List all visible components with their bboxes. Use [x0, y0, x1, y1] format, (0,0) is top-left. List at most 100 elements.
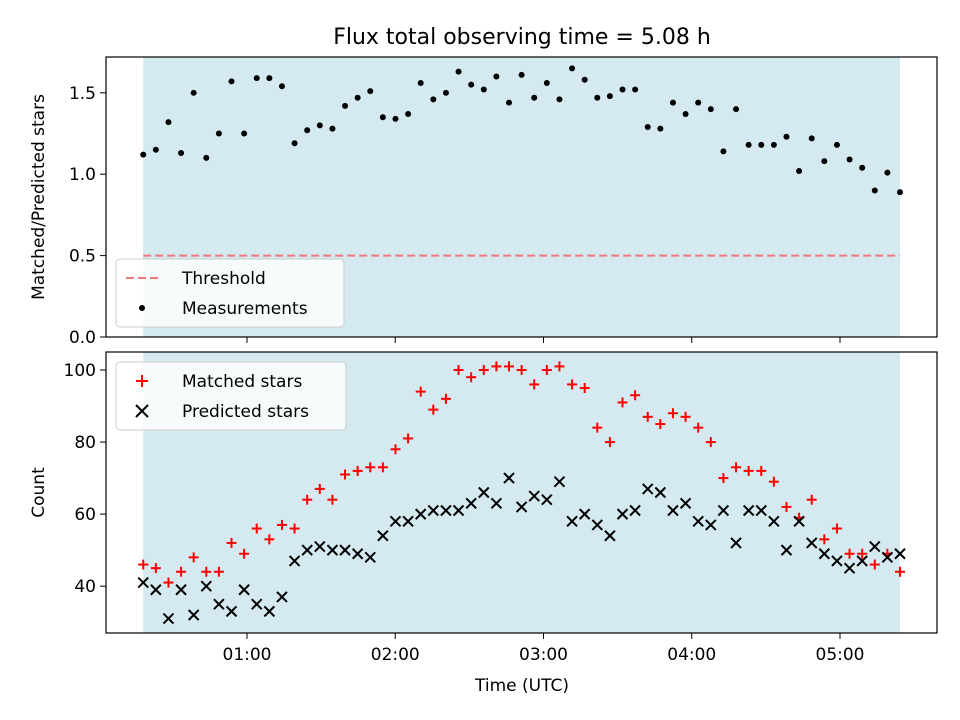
data-point [480, 86, 487, 93]
figure-title: Flux total observing time = 5.08 h [333, 25, 711, 50]
data-point [291, 140, 298, 147]
predicted-star-point [478, 486, 490, 499]
axes-frame [105, 351, 938, 634]
matched-star-point [718, 473, 729, 484]
x-b [213, 598, 225, 610]
x-b [705, 519, 717, 531]
matched-star-point [365, 462, 376, 473]
data-point [581, 76, 588, 83]
data-point [657, 125, 664, 132]
data-point [354, 94, 361, 101]
predicted-star-point [503, 472, 515, 484]
predicted-star-point [692, 515, 704, 528]
matched-star-point [390, 444, 401, 455]
legend-box [115, 258, 345, 328]
matched-star-point [617, 397, 628, 408]
x-b [856, 555, 868, 567]
matched-star-point [213, 566, 224, 577]
x-b [389, 515, 402, 528]
data-point [833, 141, 840, 148]
x-b [137, 576, 149, 589]
data-point [733, 106, 740, 113]
predicted-star-point [843, 562, 856, 574]
data-point [606, 93, 613, 100]
data-point [632, 86, 639, 93]
predicted-star-point [402, 515, 414, 528]
legend: Threshold Measurements [115, 258, 345, 328]
y-tick-label: 60 [74, 505, 96, 525]
data-point [329, 125, 336, 132]
matched-star-point [264, 534, 275, 545]
x-b [869, 540, 881, 553]
matched-star-point [453, 365, 464, 376]
matched-star-point [592, 422, 603, 433]
x-b [276, 591, 288, 603]
matched-star-point [680, 411, 691, 422]
matched-star-point [478, 365, 489, 376]
predicted-star-point [806, 537, 818, 549]
matched-star-point [604, 437, 615, 448]
x-b [200, 580, 212, 592]
predicted-star-point [162, 612, 175, 625]
predicted-star-point [225, 605, 238, 618]
x-b [251, 598, 263, 610]
matched-star-point [302, 494, 313, 505]
matched-star-point [857, 548, 868, 559]
predicted-star-point [288, 555, 301, 567]
x-b [843, 562, 856, 574]
predicted-star-point [755, 504, 767, 517]
x-tick-label: 05:00 [816, 645, 865, 665]
x-b [818, 548, 831, 560]
x-b [806, 537, 818, 549]
x-axis-label: Time (UTC) [474, 676, 569, 696]
predicted-star-point [339, 544, 351, 556]
data-point [720, 148, 727, 155]
predicted-star-point [578, 508, 591, 520]
matched-star-point [188, 552, 199, 563]
predicted-star-point [452, 504, 465, 517]
data-point [796, 167, 803, 174]
data-point [556, 96, 563, 103]
matched-star-point [806, 494, 817, 505]
data-point [531, 94, 538, 101]
predicted-star-point [856, 555, 868, 567]
matched-star-point [440, 393, 451, 404]
y-axis-label: Count [29, 467, 49, 518]
data-point [417, 80, 424, 87]
predicted-star-point [818, 548, 831, 560]
data-point [644, 124, 651, 130]
matched-star-point [340, 469, 351, 480]
x-tick-label: 04:00 [667, 645, 716, 665]
data-point [367, 88, 374, 95]
legend-label: Predicted stars [182, 402, 309, 422]
predicted-star-point [301, 544, 313, 556]
data-point [140, 151, 147, 158]
predicted-star-point [326, 544, 339, 556]
x-b [452, 504, 465, 517]
ratio-panel: 0.0 0.5 1.0 1.5 Matched/Predicted stars Thres… [29, 56, 938, 348]
data-point [442, 89, 449, 96]
matched-star-point [428, 404, 439, 415]
legend-label: Matched stars [182, 372, 302, 392]
predicted-star-point [213, 598, 225, 610]
data-point [152, 146, 159, 153]
x-b [578, 508, 591, 520]
predicted-star-point [251, 598, 263, 610]
predicted-star-point [389, 515, 402, 528]
x-tick-label: 03:00 [519, 645, 568, 665]
predicted-star-point [238, 584, 250, 596]
predicted-star-point [679, 497, 692, 510]
predicted-star-point [528, 490, 540, 502]
x-b [339, 544, 351, 556]
data-point [745, 141, 752, 148]
matched-star-point [352, 465, 363, 476]
data-point [594, 94, 601, 101]
x-b [616, 508, 629, 520]
x-b [175, 584, 187, 596]
y-tick-label: 1.0 [69, 165, 96, 185]
y-axis-label: Matched/Predicted stars [29, 94, 49, 300]
x-b [642, 483, 654, 495]
axes-frame [105, 56, 938, 338]
matched-star-point [768, 476, 779, 487]
predicted-star-point [717, 504, 730, 517]
